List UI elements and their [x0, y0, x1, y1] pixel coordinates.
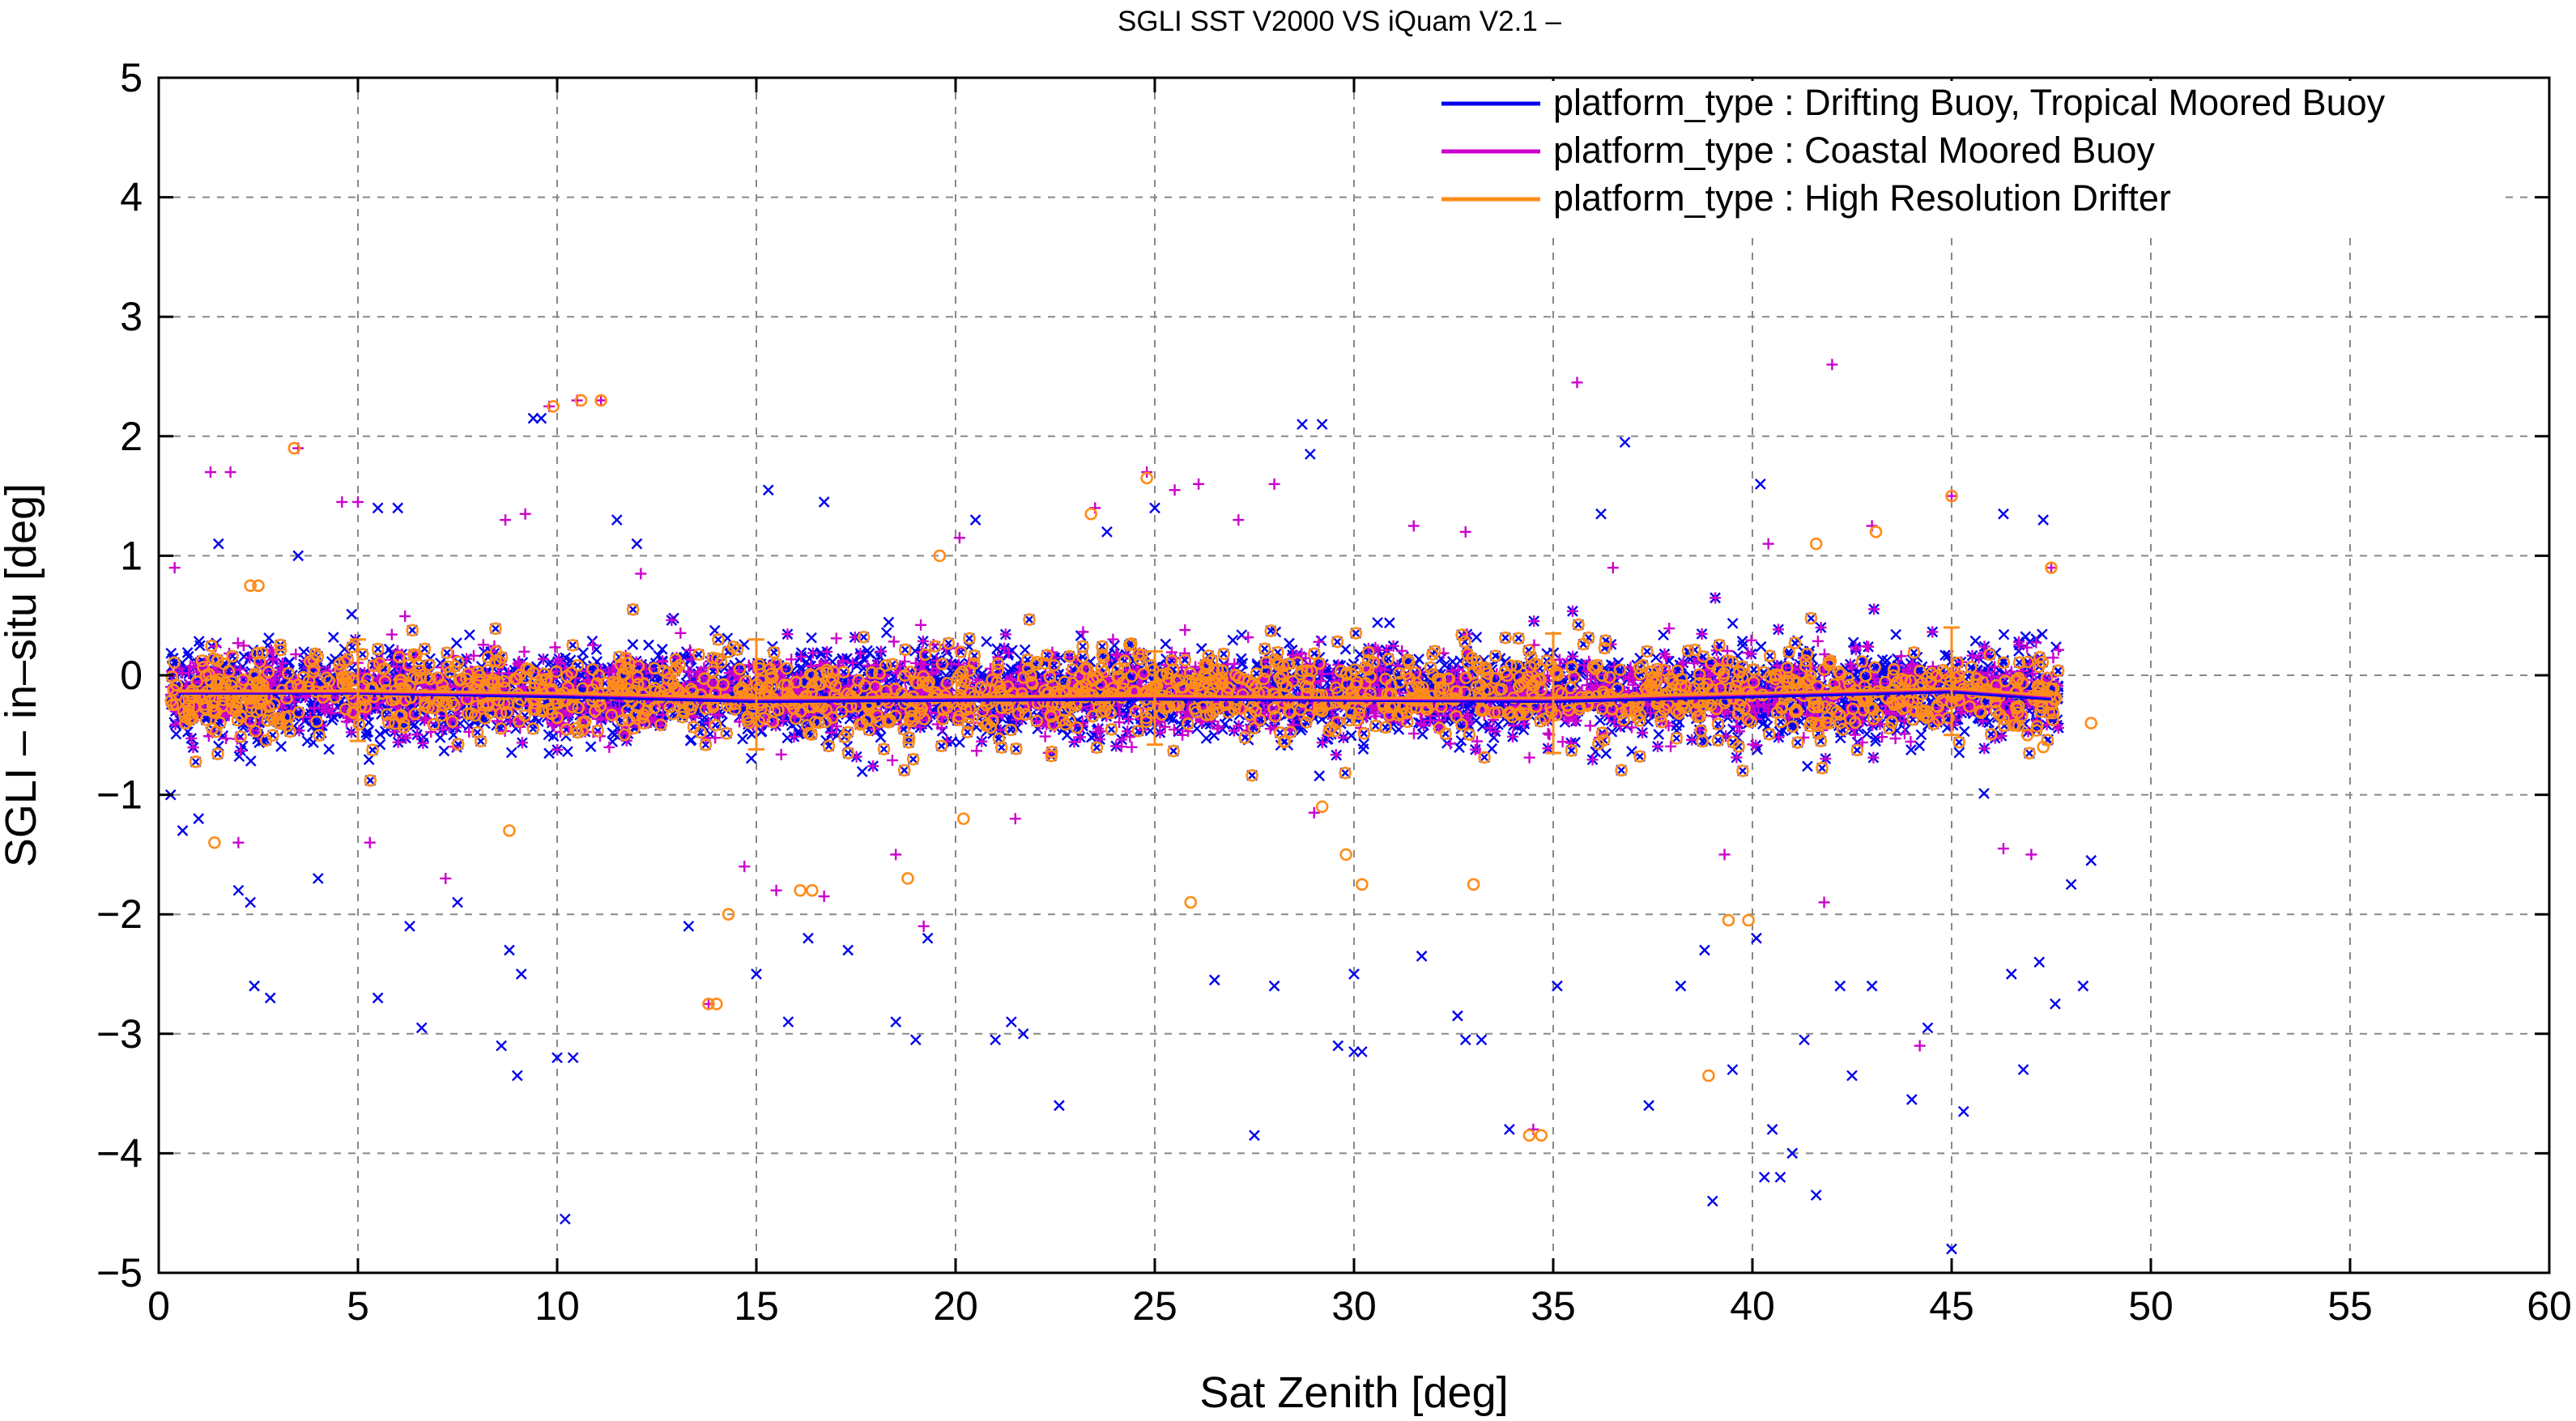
band-point — [1653, 729, 1665, 740]
band-point — [245, 755, 257, 767]
band-point — [170, 728, 182, 740]
band-point — [464, 629, 475, 640]
band-point — [1998, 628, 2010, 640]
band-point — [1284, 637, 1295, 649]
band-point — [1783, 649, 1795, 662]
band-point — [1958, 725, 1970, 738]
band-point — [1870, 732, 1882, 743]
band-point — [1953, 747, 1965, 759]
band-point — [434, 657, 446, 669]
band-point — [880, 627, 892, 639]
band-point — [1372, 617, 1383, 628]
band-point — [1227, 634, 1239, 646]
band-point — [1890, 628, 1902, 640]
band-point — [698, 716, 710, 728]
band-point — [1345, 730, 1357, 742]
band-point — [1439, 659, 1450, 671]
band-point — [643, 639, 654, 651]
band-point — [363, 754, 375, 766]
band-point — [1595, 714, 1606, 726]
band-point — [374, 729, 386, 740]
chart-title: SGLI SST V2000 VS iQuam V2.1 – — [1118, 6, 1562, 37]
band-point — [981, 636, 993, 648]
band-point — [1727, 618, 1739, 629]
band-point — [883, 616, 895, 628]
band-point — [275, 741, 287, 752]
band-point — [1969, 635, 1982, 647]
band-point — [181, 647, 194, 658]
